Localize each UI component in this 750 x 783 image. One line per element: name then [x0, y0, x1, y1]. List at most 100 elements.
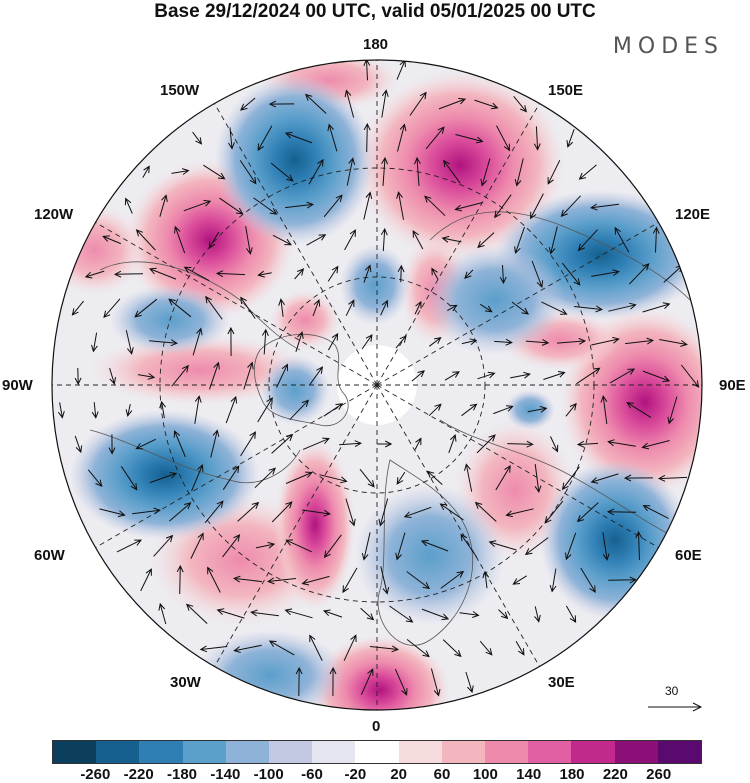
- wind-arrow: [343, 634, 357, 661]
- wind-arrow: [271, 433, 294, 454]
- wind-arrow: [534, 464, 542, 494]
- wind-arrow: [428, 403, 442, 417]
- wind-arrow: [477, 232, 495, 249]
- colorbar-tick: 20: [390, 766, 407, 783]
- wind-arrow: [547, 159, 561, 185]
- wind-arrow: [137, 372, 156, 380]
- wind-arrow: [464, 463, 473, 492]
- wind-arrow: [511, 301, 530, 315]
- wind-arrow: [257, 270, 272, 278]
- wind-arrow: [360, 668, 374, 696]
- wind-arrow: [253, 197, 278, 215]
- wind-arrow: [102, 235, 121, 245]
- wind-arrow: [363, 191, 373, 220]
- wind-arrow: [159, 400, 167, 419]
- wind-arrow: [91, 402, 99, 419]
- wind-arrow: [600, 394, 608, 424]
- wind-arrow: [441, 235, 462, 243]
- wind-arrow: [176, 564, 184, 595]
- wind-arrow: [199, 645, 228, 653]
- wind-arrow: [498, 609, 509, 620]
- wind-arrow: [378, 498, 389, 527]
- wind-arrow: [465, 671, 474, 694]
- wind-arrow: [222, 465, 240, 490]
- wind-arrow: [346, 157, 356, 186]
- wind-arrow: [268, 100, 295, 108]
- wind-arrow: [513, 95, 528, 113]
- wind-arrow: [443, 159, 461, 184]
- wind-arrow: [171, 168, 190, 175]
- wind-arrow: [209, 361, 220, 390]
- wind-arrow: [257, 397, 273, 423]
- colorbar-tick: 260: [646, 766, 672, 783]
- colorbar-bin-8: [398, 741, 442, 763]
- wind-arrow: [74, 367, 82, 386]
- wind-arrow: [109, 368, 116, 385]
- wind-arrow: [444, 371, 460, 381]
- label-90w: 90W: [2, 377, 33, 394]
- wind-arrow: [507, 440, 534, 448]
- wind-arrow: [493, 405, 514, 415]
- wind-arrow: [237, 501, 260, 522]
- wind-arrow: [414, 437, 422, 450]
- wind-arrow: [602, 532, 610, 561]
- wind-arrow: [488, 540, 517, 551]
- wind-arrow: [327, 265, 339, 282]
- wind-arrow: [527, 405, 548, 413]
- wind-arrow: [285, 471, 313, 484]
- wind-arrow: [207, 566, 221, 593]
- wind-arrow: [327, 123, 338, 152]
- wind-arrow: [344, 89, 355, 118]
- wind-arrow: [544, 500, 564, 524]
- wind-arrow: [91, 332, 98, 353]
- wind-arrow: [409, 91, 427, 116]
- colorbar-tick: -100: [253, 766, 284, 783]
- wind-arrow: [116, 539, 143, 553]
- wind-arrow: [460, 533, 478, 558]
- wind-arrow: [406, 571, 431, 590]
- wind-arrow: [302, 509, 332, 517]
- wind-arrow: [543, 371, 566, 380]
- colorbar-tick: -60: [301, 766, 323, 783]
- wind-arrow: [216, 608, 245, 619]
- wind-arrow: [192, 131, 203, 145]
- label-30w: 30W: [170, 674, 201, 691]
- wind-arrow: [173, 430, 186, 458]
- wind-arrow: [480, 158, 491, 187]
- wind-arrow: [278, 298, 286, 317]
- wind-arrow: [397, 123, 407, 152]
- wind-arrow: [589, 203, 619, 211]
- wind-arrow: [566, 129, 575, 148]
- wind-arrow: [271, 501, 293, 523]
- wind-arrow: [494, 194, 512, 219]
- wind-arrow: [240, 296, 256, 319]
- wind-arrow: [301, 575, 330, 586]
- wind-arrow: [240, 97, 256, 111]
- wind-arrow: [397, 264, 405, 283]
- wind-arrow: [87, 469, 103, 488]
- wind-arrow: [531, 260, 544, 289]
- wind-arrow: [565, 402, 577, 417]
- wind-arrow: [149, 339, 179, 347]
- wind-arrow: [194, 395, 202, 424]
- wind-arrow: [171, 364, 189, 387]
- wind-arrow: [215, 270, 246, 278]
- wind-arrow: [210, 429, 220, 458]
- label-120w: 120W: [34, 206, 74, 223]
- wind-arrow: [495, 465, 511, 491]
- wind-arrow: [591, 336, 620, 346]
- wind-arrow: [548, 226, 558, 255]
- wind-arrow: [556, 337, 587, 345]
- wind-arrow: [192, 327, 203, 356]
- wind-arrow: [667, 396, 678, 425]
- wind-arrow: [607, 439, 636, 447]
- wind-arrow: [494, 338, 513, 346]
- wind-arrow: [228, 127, 235, 150]
- label-90e: 90E: [719, 377, 746, 394]
- wind-arrow: [57, 402, 65, 419]
- wind-arrow: [474, 99, 499, 110]
- wind-arrow: [395, 335, 407, 349]
- colorbar-tick: -20: [344, 766, 367, 783]
- wind-arrow: [439, 503, 464, 521]
